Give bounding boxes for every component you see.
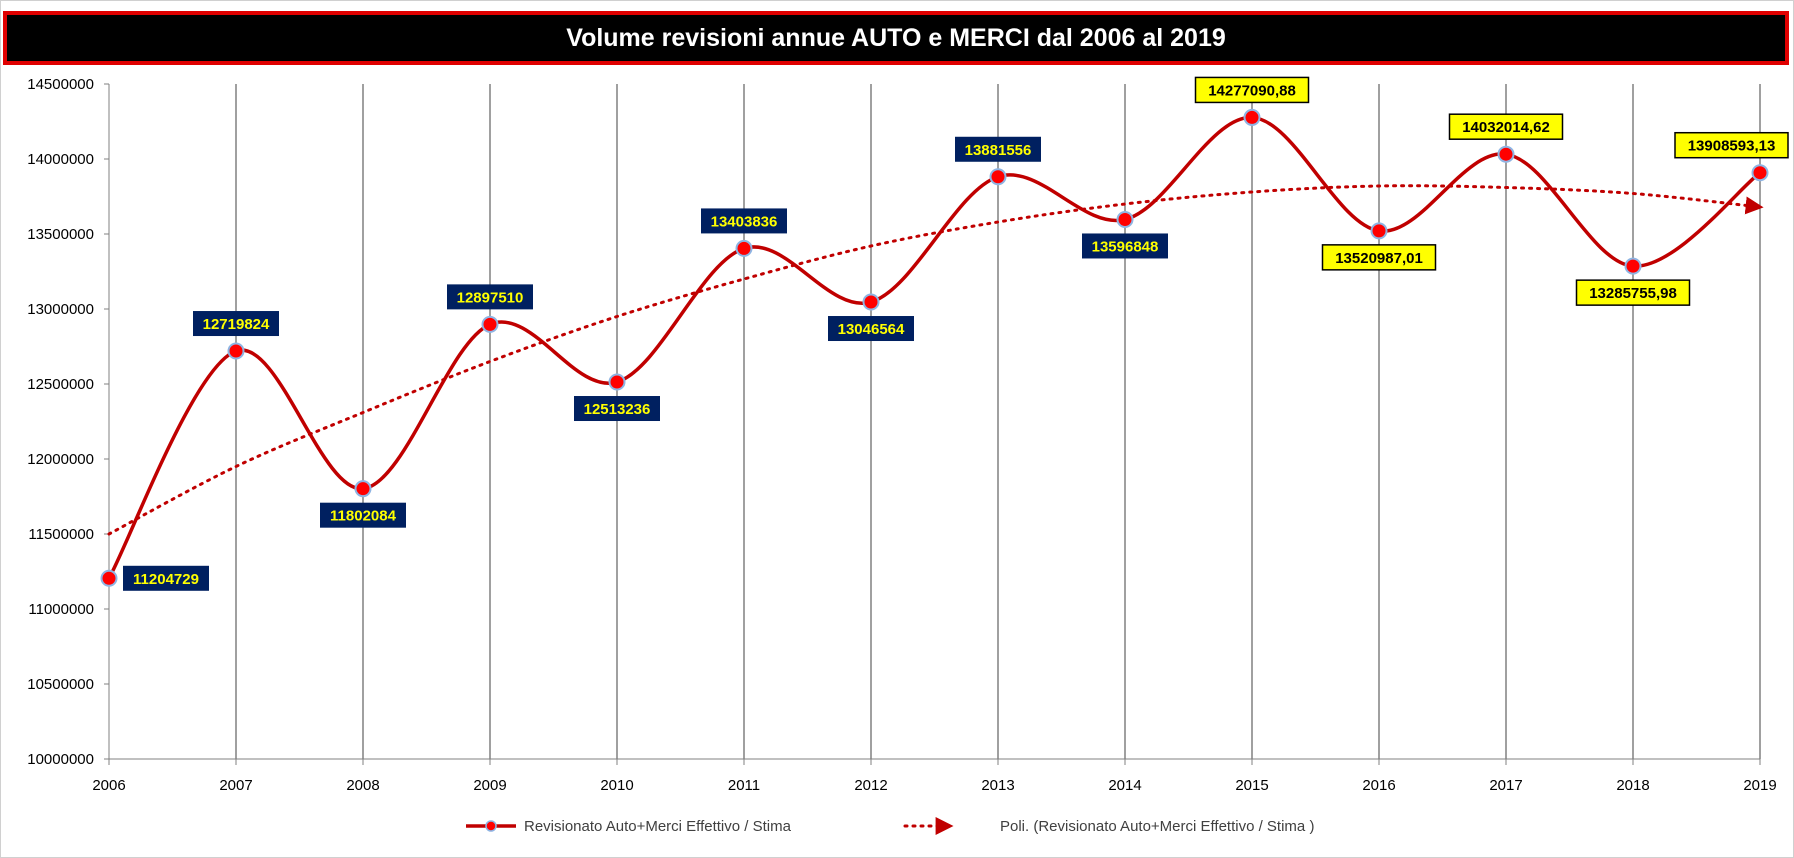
data-label-box [1321,244,1437,271]
data-label-box [701,208,787,234]
x-tick-label: 2017 [1489,777,1522,794]
trendline-series [107,184,1764,536]
data-label: 13046564 [838,321,905,338]
legend: Revisionato Auto+Merci Effettivo / Stima… [466,817,1314,835]
x-tick-label: 2019 [1743,777,1776,794]
x-tick-label: 2014 [1108,777,1141,794]
data-label: 13908593,13 [1688,138,1776,155]
data-label-box [1194,76,1310,104]
y-tick-label: 10000000 [27,751,94,768]
data-label: 14032014,62 [1462,119,1550,136]
data-label-box [193,311,279,337]
x-tick-label: 2010 [600,777,633,794]
y-tick-label: 10500000 [27,676,94,693]
data-point-marker [862,293,880,311]
y-tick-label: 14500000 [27,76,94,93]
x-tick-label: 2016 [1362,777,1395,794]
x-tick-label: 2015 [1235,777,1268,794]
legend-marker-main [485,820,497,832]
y-tick-label: 12000000 [27,451,94,468]
data-label-box [955,136,1041,162]
data-point-marker [1370,222,1388,240]
x-tick-label: 2009 [473,777,506,794]
data-label: 11204729 [133,571,199,588]
y-tick-label: 14000000 [27,151,94,168]
data-point-marker [1116,210,1134,228]
data-label: 12513236 [584,401,651,418]
x-tick-label: 2012 [854,777,887,794]
data-point-marker [481,315,499,333]
data-point-marker [1497,145,1515,163]
data-label: 13881556 [965,142,1032,159]
x-tick-label: 2011 [728,777,760,794]
data-label-box [447,284,533,310]
y-tick-label: 11500000 [28,526,94,543]
x-tick-label: 2018 [1616,777,1649,794]
y-tick-label: 12500000 [27,376,94,393]
data-label-box [574,396,660,422]
data-point-marker [354,480,372,498]
chart-title-bar: Volume revisioni annue AUTO e MERCI dal … [3,11,1789,65]
data-point-marker [608,373,626,391]
legend-label-main: Revisionato Auto+Merci Effettivo / Stima [524,818,792,835]
data-point-marker [100,569,118,587]
data-label-box [1082,233,1168,259]
data-point-marker [1243,108,1261,126]
data-label-box [123,565,209,591]
data-point-marker [1624,257,1642,275]
x-tick-label: 2006 [92,777,125,794]
data-label: 13520987,01 [1335,250,1423,267]
data-label-box [1575,279,1691,306]
data-point-marker [227,342,245,360]
data-label: 12719824 [203,316,270,333]
data-point-marker [989,168,1007,186]
x-tick-label: 2008 [346,777,379,794]
data-label-box [320,502,406,528]
data-label: 14277090,88 [1208,82,1296,99]
y-tick-label: 13500000 [27,226,94,243]
data-label-box [1674,131,1789,159]
x-tick-label: 2007 [219,777,252,794]
data-label: 11802084 [330,508,397,525]
legend-label-trend: Poli. (Revisionato Auto+Merci Effettivo … [1000,818,1314,835]
y-tick-label: 11000000 [28,601,94,618]
data-label-box [828,316,914,342]
data-label-box [1448,113,1564,140]
data-label: 13285755,98 [1589,285,1677,302]
data-label: 12897510 [457,289,524,306]
chart-title: Volume revisioni annue AUTO e MERCI dal … [566,23,1226,52]
y-tick-label: 13000000 [27,301,94,318]
data-label: 13403836 [711,213,778,230]
data-label: 13596848 [1092,238,1159,255]
data-point-marker [735,239,753,257]
data-point-marker [1751,164,1769,182]
x-tick-label: 2013 [981,777,1014,794]
